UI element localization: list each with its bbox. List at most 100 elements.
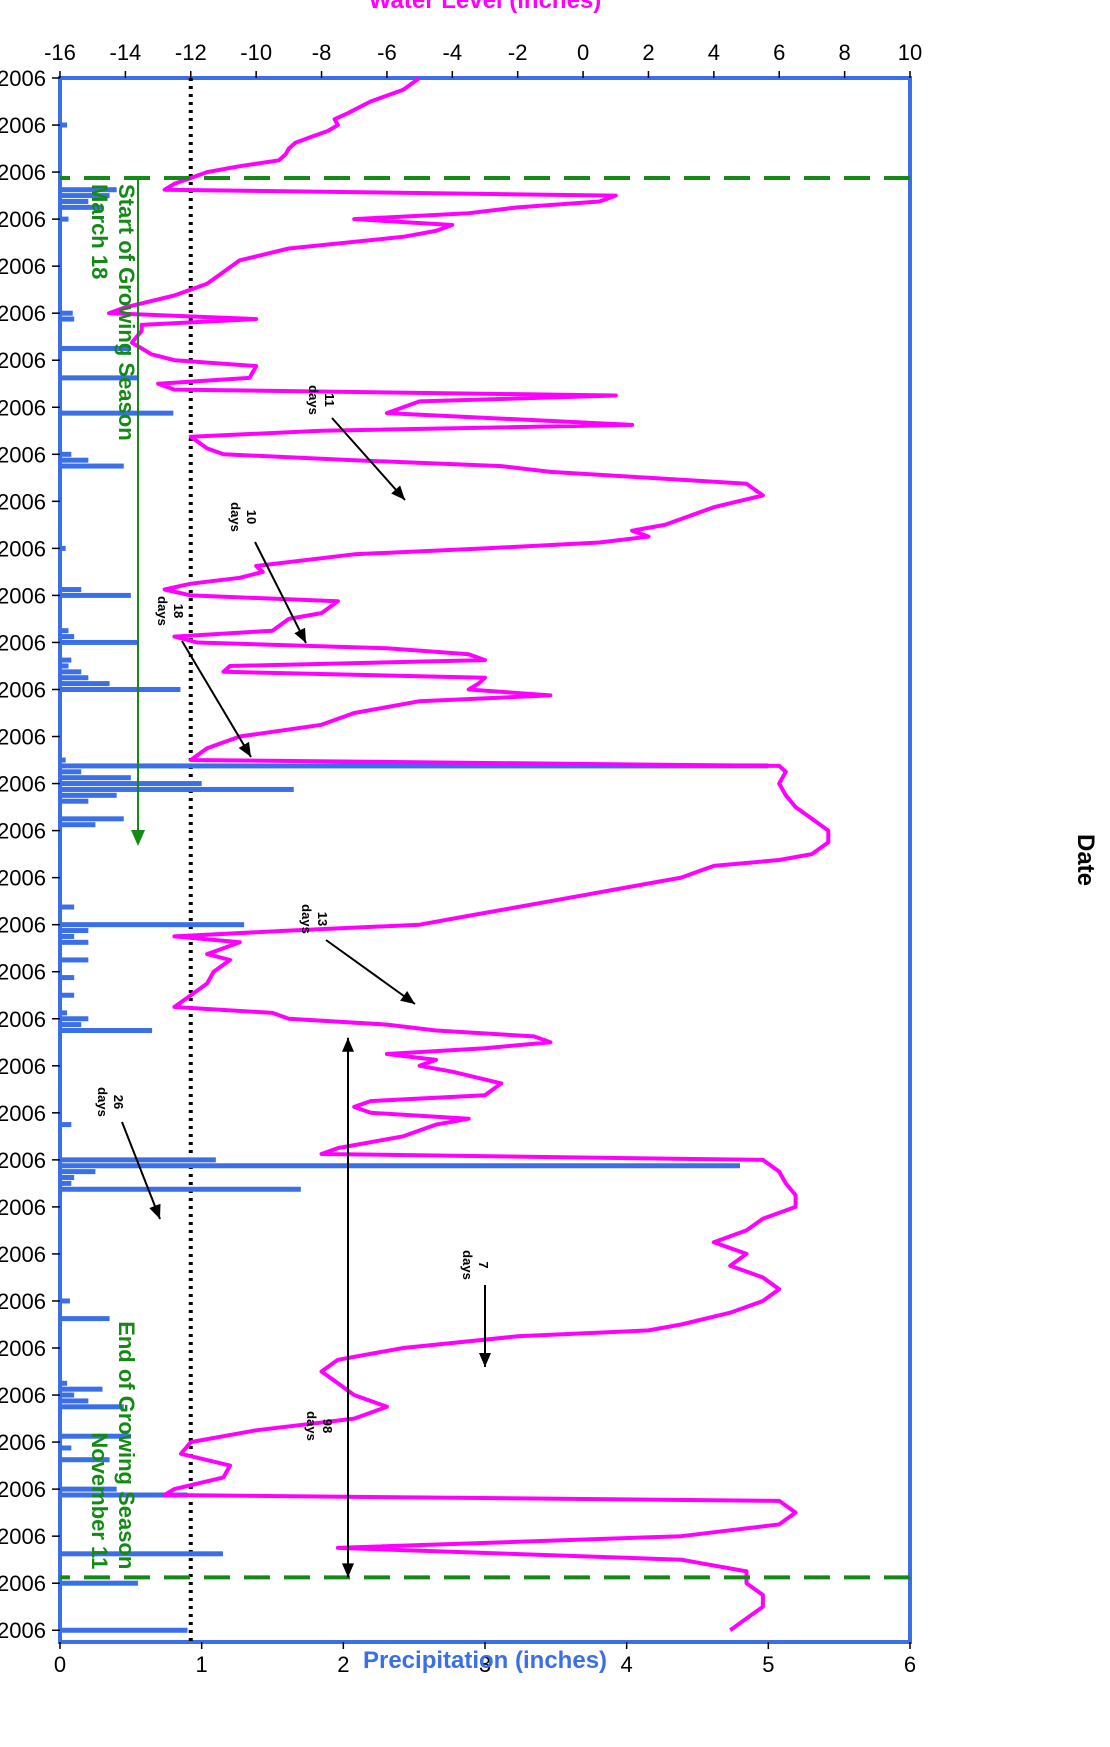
water-level-line <box>107 76 831 1632</box>
right-y-axis-tick-label: 0 <box>54 1652 66 1677</box>
precip-bar <box>59 992 75 998</box>
precip-bar <box>59 798 89 804</box>
precip-bar <box>60 1580 138 1586</box>
precip-bar <box>59 1316 110 1322</box>
precip-bar <box>60 187 117 193</box>
precip-bar <box>60 1122 72 1128</box>
precip-bar <box>60 1180 72 1186</box>
start-season-label: Start of Growing Season <box>114 184 139 441</box>
annotation-arrowhead <box>149 1203 161 1219</box>
precip-bar <box>59 1298 70 1304</box>
x-axis-tick-label: 7/23/2006 <box>0 913 46 938</box>
right-y-axis-tick-label: 5 <box>762 1652 774 1677</box>
left-y-axis-tick-label: -8 <box>312 40 332 65</box>
precip-bar <box>60 310 73 316</box>
precip-bar <box>60 922 245 928</box>
left-y-axis-tick-label: -4 <box>443 40 463 65</box>
precip-bar <box>60 1169 96 1175</box>
days-annotation: 13 <box>315 912 330 926</box>
precip-bar <box>59 904 75 910</box>
days-annotation: days <box>460 1250 475 1280</box>
left-y-axis-tick-label: 10 <box>898 40 922 65</box>
x-axis-tick-label: 11/4/2006 <box>0 1524 46 1549</box>
precip-bar <box>60 216 69 222</box>
x-axis-tick-label: 4/2/2006 <box>0 254 46 279</box>
precip-bar <box>60 1551 223 1557</box>
growing-season-arrowhead <box>131 829 145 846</box>
days-annotation: 7 <box>476 1261 491 1268</box>
x-axis-tick-label: 9/17/2006 <box>0 1242 46 1267</box>
left-y-axis-tick-label: 4 <box>708 40 720 65</box>
precip-bar <box>59 316 75 322</box>
x-axis-tick-label: 7/31/2006 <box>0 960 46 985</box>
precip-bar <box>59 1398 89 1404</box>
precip-bar <box>60 1022 82 1028</box>
x-axis-tick-label: 3/17/2006 <box>0 160 46 185</box>
annotation-arrowhead <box>391 485 405 500</box>
x-axis-tick-label: 11/20/2006 <box>0 1618 46 1643</box>
days-annotation: 26 <box>111 1095 126 1109</box>
precip-bar <box>59 1016 89 1022</box>
annotation-arrow <box>121 1121 161 1220</box>
days-annotation: days <box>299 904 314 934</box>
precip-bar <box>59 957 89 963</box>
x-axis-tick-label: 7/15/2006 <box>0 866 46 891</box>
precip-bar <box>60 1492 188 1498</box>
x-axis-tick-label: 6/5/2006 <box>0 630 46 655</box>
precip-bar <box>60 1380 68 1386</box>
x-axis-tick-label: 4/18/2006 <box>0 348 46 373</box>
x-axis-tick-label: 9/1/2006 <box>0 1148 46 1173</box>
precip-bar <box>59 410 174 416</box>
precip-bar <box>59 592 131 598</box>
precip-bar <box>60 792 117 798</box>
precip-bar <box>60 1486 117 1492</box>
precip-bar <box>60 639 138 645</box>
precip-bar <box>59 928 89 934</box>
right-y-axis-tick-label: 3 <box>479 1652 491 1677</box>
precip-bar <box>59 457 89 463</box>
precip-bar <box>59 1028 153 1034</box>
precip-bar <box>59 198 89 204</box>
x-axis-tick-label: 6/13/2006 <box>0 677 46 702</box>
annotation-arrowhead <box>294 627 306 643</box>
left-y-axis-tick-label: -14 <box>109 40 141 65</box>
days-annotation: days <box>306 385 321 415</box>
annotation-arrowhead <box>238 741 251 757</box>
precip-bar <box>59 975 75 981</box>
x-axis-tick-label: 6/29/2006 <box>0 772 46 797</box>
right-y-axis-tick-label: 4 <box>621 1652 633 1677</box>
left-y-axis-title: Water Level (inches) <box>369 0 602 14</box>
precip-bar <box>59 1392 75 1398</box>
left-y-axis-tick-label: 0 <box>577 40 589 65</box>
x-axis-tick-label: 6/21/2006 <box>0 725 46 750</box>
precip-bar <box>60 204 103 210</box>
start-season-label: March 18 <box>87 184 112 279</box>
precip-bar <box>60 663 69 669</box>
precip-bar <box>59 933 75 939</box>
precip-bar <box>59 1175 75 1181</box>
annotation-arrowhead <box>342 1037 354 1052</box>
precip-bar <box>59 1433 131 1439</box>
x-axis-tick-label: 11/12/2006 <box>0 1571 46 1596</box>
precip-bar <box>59 939 89 945</box>
precip-bar <box>60 686 181 692</box>
precip-bar <box>60 375 138 381</box>
precip-bar <box>60 587 82 593</box>
left-y-axis-tick-label: -12 <box>175 40 207 65</box>
x-axis-tick-label: 5/12/2006 <box>0 489 46 514</box>
precip-bar <box>59 193 110 199</box>
days-annotation: 10 <box>244 510 259 524</box>
precip-bar <box>60 1163 740 1169</box>
x-axis-tick-label: 9/9/2006 <box>0 1195 46 1220</box>
precip-bar <box>60 1010 68 1016</box>
x-axis-tick-label: 10/19/2006 <box>0 1430 46 1455</box>
annotation-arrow <box>325 939 416 1005</box>
left-y-axis-tick-label: 8 <box>838 40 850 65</box>
annotation-arrowhead <box>342 1563 354 1578</box>
x-axis-tick-label: 8/8/2006 <box>0 1007 46 1032</box>
annotation-arrowhead <box>479 1353 491 1367</box>
x-axis-tick-label: 5/20/2006 <box>0 536 46 561</box>
precip-bar <box>59 1157 216 1163</box>
days-annotation: days <box>95 1087 110 1117</box>
x-axis-tick-label: 9/25/2006 <box>0 1289 46 1314</box>
